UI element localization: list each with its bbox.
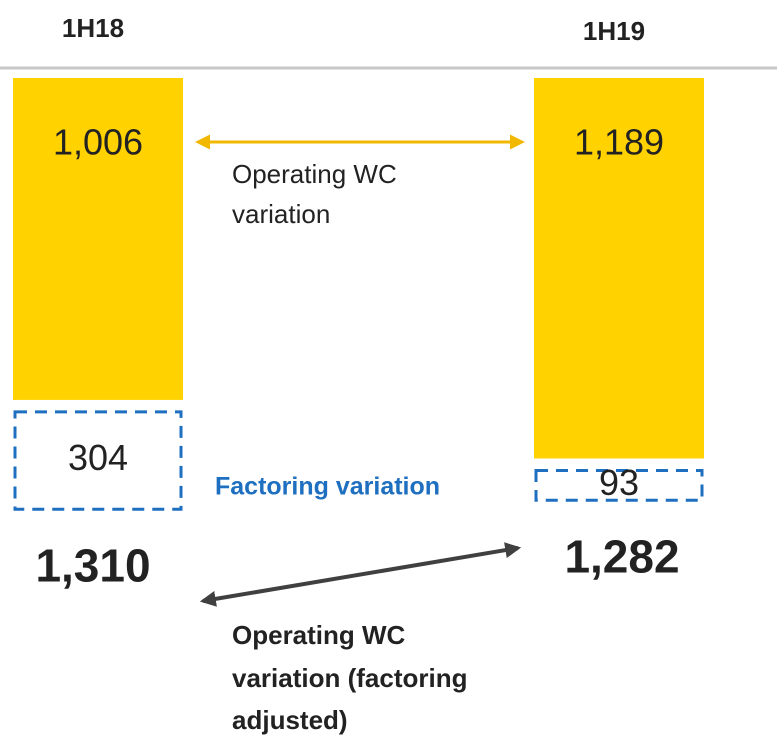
bar-segment: [534, 468, 704, 502]
annotation: Operating WC: [232, 159, 397, 189]
data-label: 93: [599, 462, 639, 503]
x-tick-label: 1H19: [583, 16, 645, 46]
arrow: [199, 542, 522, 607]
annotation: Factoring variation: [215, 473, 440, 501]
annotation: adjusted): [232, 705, 348, 735]
total-label: 1,310: [35, 539, 150, 591]
data-label: 304: [68, 437, 128, 478]
bar-segment: [534, 78, 704, 459]
annotation: Operating WC: [232, 620, 406, 650]
annotation: variation: [232, 199, 330, 229]
bar-segment: [13, 78, 183, 400]
data-label: 1,189: [574, 122, 664, 163]
total-label: 1,282: [564, 530, 679, 582]
annotation: variation (factoring: [232, 663, 467, 693]
x-tick-label: 1H18: [62, 13, 124, 43]
bar-segment: [13, 410, 183, 511]
data-label: 1,006: [53, 122, 143, 163]
